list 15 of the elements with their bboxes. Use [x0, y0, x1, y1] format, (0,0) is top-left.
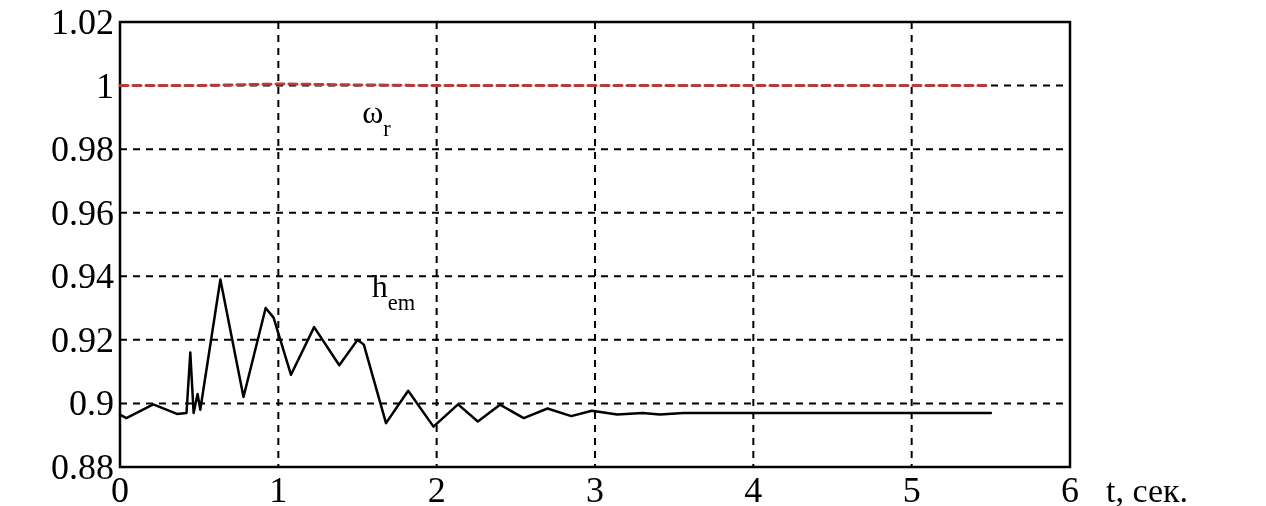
y-tick-label: 0.96 — [51, 192, 114, 233]
y-tick-label: 1.02 — [51, 2, 114, 42]
y-tick-label: 0.9 — [69, 383, 114, 424]
y-tick-label: 1 — [96, 65, 114, 106]
y-tick-label: 0.98 — [51, 129, 114, 170]
series-label: ω$_{r}$ — [362, 93, 392, 141]
x-tick-label: 5 — [902, 470, 921, 506]
x-tick-label: 3 — [586, 470, 604, 506]
series-label: h$_{em}$ — [371, 267, 416, 315]
x-tick-label: 2 — [427, 470, 446, 506]
x-tick-label: 6 — [1061, 470, 1079, 506]
x-tick-label: 1 — [269, 470, 288, 506]
y-tick-label: 0.94 — [51, 256, 114, 297]
x-tick-label: 4 — [744, 470, 763, 506]
y-tick-label: 0.92 — [51, 319, 114, 360]
